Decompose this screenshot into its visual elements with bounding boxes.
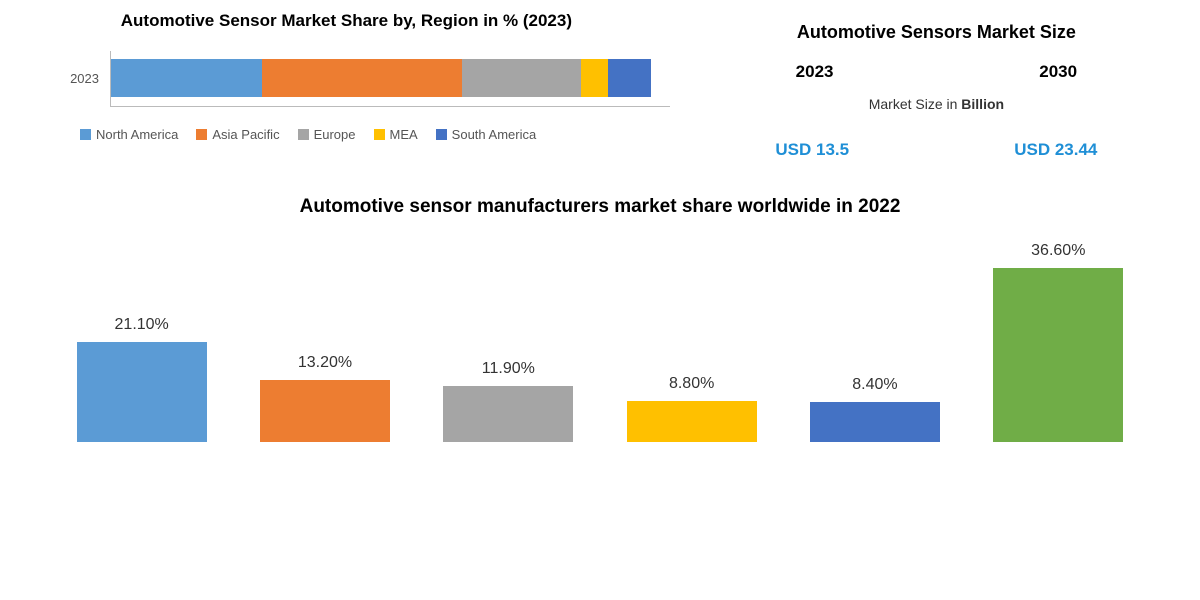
market-size-value-2: USD 23.44 <box>1014 140 1097 160</box>
market-size-value-1: USD 13.5 <box>775 140 849 160</box>
bar-value-label: 8.40% <box>852 376 897 394</box>
bar-rect <box>627 401 757 443</box>
bar-column: 36.60% <box>978 242 1138 442</box>
bar-value-label: 21.10% <box>115 316 169 334</box>
legend-item: North America <box>80 127 178 142</box>
legend-label: North America <box>96 127 178 142</box>
legend-item: South America <box>436 127 537 142</box>
stacked-segment <box>111 59 262 97</box>
legend-label: MEA <box>390 127 418 142</box>
legend-item: Europe <box>298 127 356 142</box>
legend-label: South America <box>452 127 537 142</box>
stacked-bar-year-label: 2023 <box>21 71 111 86</box>
legend-label: Europe <box>314 127 356 142</box>
legend-item: Asia Pacific <box>196 127 279 142</box>
market-size-year-1: 2023 <box>796 62 834 82</box>
region-chart-panel: Automotive Sensor Market Share by, Regio… <box>20 10 693 160</box>
manufacturers-chart-title: Automotive sensor manufacturers market s… <box>20 196 1180 218</box>
bar-rect <box>260 380 390 443</box>
bar-rect <box>443 386 573 443</box>
legend-swatch <box>436 129 447 140</box>
bar-column: 8.40% <box>795 376 955 442</box>
stacked-segment <box>608 59 651 97</box>
legend-swatch <box>196 129 207 140</box>
bar-value-label: 13.20% <box>298 354 352 372</box>
market-size-year-row: 2023 2030 <box>693 62 1180 82</box>
market-size-title: Automotive Sensors Market Size <box>693 20 1180 44</box>
region-chart-plot: 2023 <box>110 51 670 107</box>
bar-column: 8.80% <box>612 375 772 443</box>
legend-label: Asia Pacific <box>212 127 279 142</box>
stacked-segment <box>262 59 462 97</box>
region-chart-legend: North America Asia Pacific Europe MEA South … <box>80 127 673 142</box>
market-size-unit-prefix: Market Size in <box>869 96 962 112</box>
market-size-unit-bold: Billion <box>961 96 1004 112</box>
market-size-year-2: 2030 <box>1039 62 1077 82</box>
bar-value-label: 11.90% <box>482 360 535 378</box>
bar-rect <box>810 402 940 442</box>
legend-swatch <box>298 129 309 140</box>
legend-swatch <box>374 129 385 140</box>
manufacturers-bars-row: 21.10%13.20%11.90%8.80%8.40%36.60% <box>20 252 1180 442</box>
legend-item: MEA <box>374 127 418 142</box>
stacked-segment <box>581 59 608 97</box>
top-row: Automotive Sensor Market Share by, Regio… <box>20 10 1180 160</box>
bar-column: 21.10% <box>62 316 222 442</box>
bar-column: 13.20% <box>245 354 405 443</box>
market-size-panel: Automotive Sensors Market Size 2023 2030… <box>693 10 1180 160</box>
stacked-segment <box>462 59 581 97</box>
bar-rect <box>77 342 207 442</box>
bar-value-label: 36.60% <box>1031 242 1085 260</box>
bar-column: 11.90% <box>428 360 588 443</box>
market-size-value-row: USD 13.5 USD 23.44 <box>693 140 1180 160</box>
market-size-unit: Market Size in Billion <box>693 96 1180 112</box>
bar-rect <box>993 268 1123 442</box>
legend-swatch <box>80 129 91 140</box>
bar-value-label: 8.80% <box>669 375 714 393</box>
region-chart-title: Automotive Sensor Market Share by, Regio… <box>20 10 673 33</box>
stacked-bar-row: 2023 <box>111 59 651 97</box>
stacked-bar <box>111 59 651 97</box>
manufacturers-chart: Automotive sensor manufacturers market s… <box>20 196 1180 442</box>
